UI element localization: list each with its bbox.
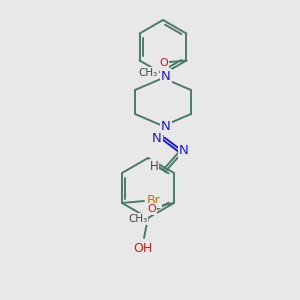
Text: CH₃: CH₃ — [139, 68, 158, 77]
Text: N: N — [161, 121, 171, 134]
Text: N: N — [152, 133, 162, 146]
Text: N: N — [179, 145, 189, 158]
Text: Br: Br — [147, 194, 161, 206]
Text: N: N — [161, 70, 171, 83]
Text: OH: OH — [134, 242, 153, 254]
Text: O: O — [148, 204, 156, 214]
Text: H: H — [150, 160, 158, 172]
Text: O: O — [159, 58, 168, 68]
Text: CH₃: CH₃ — [128, 214, 148, 224]
